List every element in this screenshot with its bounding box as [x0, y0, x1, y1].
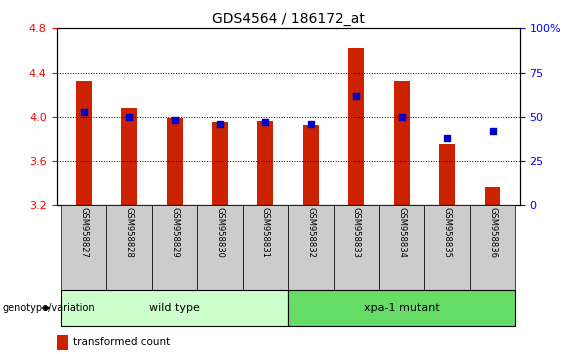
Text: GSM958832: GSM958832: [306, 207, 315, 258]
Point: [261, 119, 270, 125]
Text: GSM958831: GSM958831: [261, 207, 270, 258]
Point: [488, 128, 497, 134]
Bar: [61, 290, 288, 326]
Point: [170, 118, 179, 123]
Text: genotype/variation: genotype/variation: [3, 303, 95, 313]
Text: transformed count: transformed count: [73, 337, 170, 348]
Title: GDS4564 / 186172_at: GDS4564 / 186172_at: [212, 12, 364, 26]
Text: GSM958828: GSM958828: [125, 207, 134, 258]
Bar: [439, 144, 455, 205]
Bar: [152, 205, 197, 290]
Point: [215, 121, 224, 127]
Bar: [394, 81, 410, 205]
Text: GSM958834: GSM958834: [397, 207, 406, 258]
Bar: [333, 205, 379, 290]
Text: GSM958836: GSM958836: [488, 207, 497, 258]
Bar: [106, 205, 152, 290]
Bar: [424, 205, 470, 290]
Bar: [379, 205, 424, 290]
Bar: [258, 121, 273, 205]
Point: [306, 121, 315, 127]
Bar: [167, 118, 182, 205]
Bar: [212, 122, 228, 205]
Text: GSM958833: GSM958833: [352, 207, 361, 258]
Text: GSM958827: GSM958827: [79, 207, 88, 258]
Bar: [76, 81, 92, 205]
Bar: [485, 187, 501, 205]
Point: [397, 114, 406, 120]
Text: GSM958835: GSM958835: [442, 207, 451, 258]
Bar: [349, 48, 364, 205]
Point: [125, 114, 134, 120]
Text: GSM958830: GSM958830: [215, 207, 224, 258]
Point: [79, 109, 88, 114]
Bar: [243, 205, 288, 290]
Bar: [61, 205, 106, 290]
Bar: [121, 108, 137, 205]
Point: [352, 93, 361, 98]
Text: wild type: wild type: [149, 303, 200, 313]
Text: xpa-1 mutant: xpa-1 mutant: [364, 303, 440, 313]
Bar: [288, 290, 515, 326]
Bar: [197, 205, 243, 290]
Bar: [288, 205, 333, 290]
Bar: [470, 205, 515, 290]
Bar: [56, 335, 68, 350]
Bar: [303, 125, 319, 205]
Text: GSM958829: GSM958829: [170, 207, 179, 258]
Point: [442, 135, 451, 141]
